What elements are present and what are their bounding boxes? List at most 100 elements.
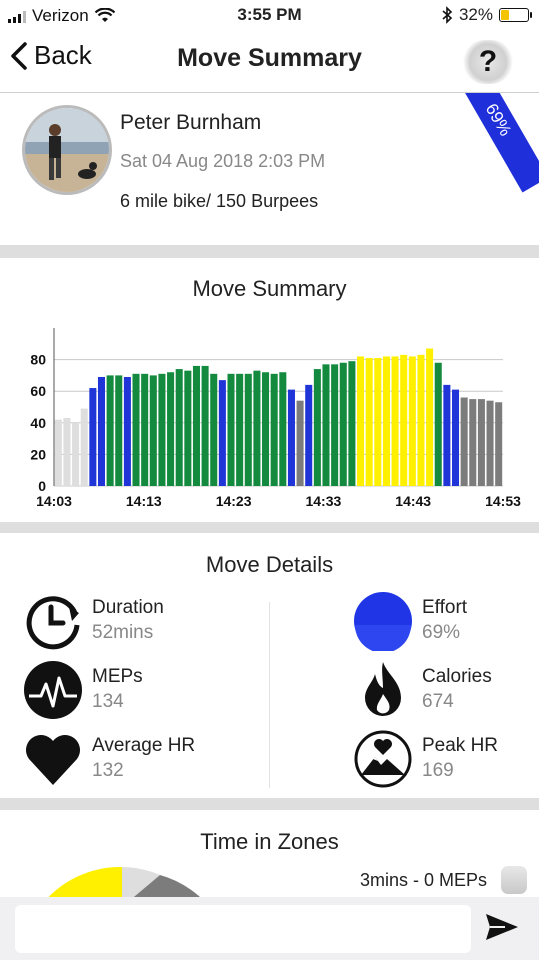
profile-name: Peter Burnham bbox=[120, 111, 262, 134]
battery-icon bbox=[499, 8, 532, 22]
chart-bar bbox=[365, 358, 373, 486]
chart-bar bbox=[477, 399, 485, 486]
message-input[interactable] bbox=[15, 905, 471, 953]
move-details: Move Details Duration 52mins Effort 69% bbox=[0, 540, 539, 790]
detail-effort: Effort 69% bbox=[352, 590, 467, 652]
detail-peak-hr: Peak HR 169 bbox=[352, 728, 498, 790]
activity-note: 6 mile bike/ 150 Burpees bbox=[120, 191, 319, 211]
profile-date: Sat 04 Aug 2018 2:03 PM bbox=[120, 151, 326, 171]
chart-bar bbox=[218, 380, 226, 486]
detail-value: 69% bbox=[422, 622, 461, 643]
bluetooth-icon bbox=[442, 6, 453, 24]
chart-bar bbox=[417, 354, 425, 486]
chart-bar bbox=[244, 373, 252, 486]
detail-label: Duration bbox=[92, 597, 164, 618]
battery-percent: 32% bbox=[458, 5, 493, 24]
chart-bar bbox=[434, 362, 442, 486]
chart-bar bbox=[141, 373, 149, 486]
details-title: Move Details bbox=[205, 552, 334, 577]
chart-bar bbox=[348, 361, 356, 486]
detail-label: Effort bbox=[422, 597, 468, 618]
chart-bar bbox=[236, 373, 244, 486]
x-tick-label: 14:43 bbox=[395, 493, 431, 509]
chart-bar bbox=[210, 373, 218, 486]
details-divider bbox=[269, 602, 270, 788]
chart-bar bbox=[469, 399, 477, 486]
chart-bar bbox=[89, 388, 97, 486]
detail-value: 674 bbox=[422, 691, 454, 712]
peak-heart-icon bbox=[352, 728, 414, 790]
x-tick-label: 14:03 bbox=[36, 493, 72, 509]
chart-bar bbox=[460, 397, 468, 486]
detail-value: 132 bbox=[92, 760, 124, 781]
chart-bar bbox=[495, 402, 503, 486]
chart-bar bbox=[175, 369, 183, 486]
chart-bar bbox=[106, 375, 114, 486]
chart-bar bbox=[313, 369, 321, 486]
effort-circle-icon bbox=[352, 590, 414, 652]
separator bbox=[0, 798, 539, 810]
chart-bar bbox=[270, 373, 278, 486]
chart-bar bbox=[339, 362, 347, 486]
detail-meps: MEPs 134 bbox=[22, 659, 143, 721]
move-summary-chart: 0 20 40 60 80 14:03 14:13 14:23 14:33 14:43 14:53 bbox=[0, 318, 539, 518]
detail-label: Peak HR bbox=[422, 735, 499, 756]
send-button[interactable] bbox=[485, 912, 519, 947]
chart-bar bbox=[374, 358, 382, 486]
chart-bar bbox=[391, 356, 399, 486]
chart-bar bbox=[192, 365, 200, 486]
y-tick-label: 80 bbox=[30, 352, 46, 368]
chart-bar bbox=[287, 389, 295, 486]
chevron-left-icon bbox=[11, 41, 27, 70]
chart-bar bbox=[253, 370, 261, 486]
separator bbox=[0, 245, 539, 258]
y-tick-label: 40 bbox=[30, 415, 46, 431]
detail-calories: Calories 674 bbox=[352, 659, 492, 721]
chart-bar bbox=[400, 354, 408, 486]
page-title: Move Summary bbox=[177, 44, 362, 72]
chart-bar bbox=[184, 370, 192, 486]
composer-bar bbox=[0, 897, 539, 960]
detail-value: 52mins bbox=[92, 622, 154, 643]
chart-svg: 0 20 40 60 80 14:03 14:13 14:23 14:33 14:43 14:53 bbox=[30, 328, 521, 509]
back-button[interactable]: Back bbox=[10, 40, 92, 71]
summary-title: Move Summary bbox=[192, 276, 347, 301]
zones-legend: 3mins - 0 MEPs bbox=[359, 870, 487, 890]
x-tick-label: 14:33 bbox=[305, 493, 341, 509]
chart-bar bbox=[123, 376, 131, 486]
detail-label: Calories bbox=[422, 666, 492, 687]
x-tick-label: 14:23 bbox=[216, 493, 252, 509]
clock-icon bbox=[22, 590, 84, 652]
chart-bar bbox=[158, 373, 166, 486]
carrier-info: Verizon bbox=[8, 6, 115, 26]
chart-bar bbox=[408, 356, 416, 486]
y-tick-label: 0 bbox=[38, 478, 46, 494]
effort-ribbon: 69% bbox=[447, 93, 539, 193]
detail-duration: Duration 52mins bbox=[22, 590, 164, 652]
help-button[interactable]: ? bbox=[463, 40, 513, 84]
y-tick-label: 60 bbox=[30, 383, 46, 399]
avatar bbox=[22, 105, 112, 195]
profile-card: Peter Burnham Sat 04 Aug 2018 2:03 PM 6 … bbox=[0, 93, 539, 245]
separator bbox=[0, 522, 539, 533]
send-icon bbox=[486, 914, 518, 940]
signal-icon bbox=[8, 10, 26, 23]
chart-bar bbox=[451, 389, 460, 486]
chart-bar bbox=[201, 365, 209, 486]
detail-value: 134 bbox=[92, 691, 124, 712]
carrier-name: Verizon bbox=[32, 6, 89, 25]
status-bar: Verizon 3:55 PM 32% bbox=[0, 0, 539, 30]
chart-bar bbox=[443, 384, 451, 486]
wifi-icon bbox=[94, 8, 115, 22]
status-time: 3:55 PM bbox=[237, 5, 302, 24]
chart-bar bbox=[132, 373, 140, 486]
chart-bar bbox=[262, 372, 270, 486]
chart-bar bbox=[80, 408, 88, 486]
chart-bar bbox=[115, 375, 123, 486]
chart-bar bbox=[322, 364, 330, 486]
heart-icon bbox=[22, 728, 84, 790]
chart-bar bbox=[97, 376, 106, 486]
chart-bar bbox=[149, 375, 157, 486]
nav-bar: Back Move Summary ? bbox=[0, 30, 539, 93]
x-tick-label: 14:13 bbox=[126, 493, 162, 509]
